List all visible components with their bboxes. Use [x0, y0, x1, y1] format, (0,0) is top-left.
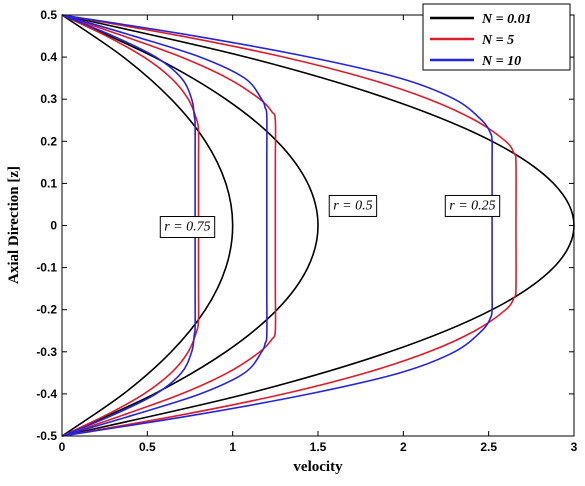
x-tick-label: 3: [571, 440, 578, 454]
curve-annotations: r = 0.75 r = 0.5 r = 0.25: [159, 194, 501, 238]
y-tick-label: 0: [50, 219, 57, 233]
series-line-n-5-r-0-5: [61, 14, 277, 437]
x-axis-ticks: 0 0.5 1 1.5 2 2.5 3: [59, 15, 578, 454]
legend-label: N = 0.01: [481, 12, 532, 27]
series-line-n-10-r-0-5: [61, 14, 268, 437]
series-lines: [61, 14, 575, 437]
y-tick-label: 0.2: [40, 134, 57, 148]
series-line-n-5-r-0-25: [61, 14, 517, 437]
x-tick-label: 2: [400, 440, 407, 454]
x-tick-label: 1.5: [310, 440, 327, 454]
annotation-box: [328, 194, 378, 217]
y-tick-label: -0.5: [36, 429, 57, 443]
annotation-label: r = 0.75: [164, 220, 210, 235]
y-tick-label: -0.3: [36, 345, 57, 359]
x-tick-label: 0.5: [139, 440, 156, 454]
y-tick-label: 0.1: [40, 176, 57, 190]
legend: N = 0.01 N = 5 N = 10: [422, 3, 571, 71]
series-line-n-0-01-r-0-75: [61, 14, 234, 437]
annotation-label: r = 0.25: [449, 198, 495, 213]
y-tick-label: 0.4: [40, 50, 57, 64]
y-tick-label: -0.1: [36, 261, 57, 275]
y-tick-label: -0.4: [36, 387, 57, 401]
x-axis-title: velocity: [293, 459, 343, 475]
series-line-n-0-01-r-0-5: [61, 14, 319, 437]
series-line-n-10-r-0-25: [61, 14, 494, 437]
legend-label: N = 5: [481, 33, 514, 48]
y-axis-ticks: -0.5 -0.4 -0.3 -0.2 -0.1 0 0.1 0.2 0.3 0.4 0.5: [36, 8, 574, 443]
y-axis-title: Axial Direction [z]: [6, 166, 22, 284]
x-tick-label: 2.5: [480, 440, 497, 454]
annotation-box: [159, 216, 216, 238]
x-tick-label: 1: [229, 440, 236, 454]
y-tick-label: 0.3: [40, 92, 57, 106]
y-tick-label: 0.5: [40, 8, 57, 22]
annotation-label: r = 0.5: [333, 198, 372, 213]
y-tick-label: -0.2: [36, 303, 57, 317]
legend-label: N = 10: [481, 54, 521, 69]
x-tick-label: 0: [59, 440, 66, 454]
annotation-box: [444, 194, 501, 217]
